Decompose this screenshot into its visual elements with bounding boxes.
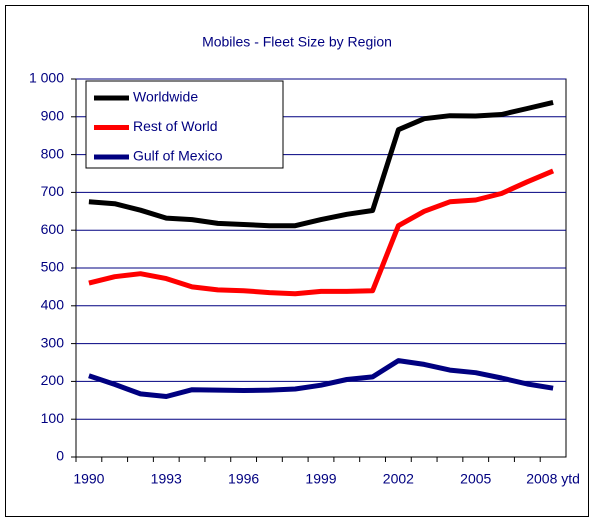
y-tick-label: 1 000: [29, 70, 64, 86]
y-tick-label: 600: [41, 221, 65, 237]
x-tick-label: 2002: [383, 471, 414, 487]
chart-title: Mobiles - Fleet Size by Region: [202, 34, 392, 50]
x-tick-label: 1996: [228, 471, 259, 487]
y-tick-label: 500: [41, 259, 65, 275]
y-tick-label: 900: [41, 108, 65, 124]
y-tick-label: 0: [56, 448, 64, 464]
x-tick-label: 2005: [460, 471, 491, 487]
series-line: [88, 99, 554, 229]
y-tick-label: 200: [41, 372, 65, 388]
y-tick-label: 300: [41, 334, 65, 350]
series-line: [88, 168, 555, 297]
x-tick-label: 2008 ytd: [526, 471, 580, 487]
y-tick-label: 800: [41, 145, 65, 161]
y-tick-label: 700: [41, 183, 65, 199]
x-tick-label: 1990: [73, 471, 104, 487]
y-tick-label: 400: [41, 297, 65, 313]
y-tick-label: 100: [41, 410, 65, 426]
legend-label: Rest of World: [133, 118, 218, 134]
x-tick-label: 1999: [305, 471, 336, 487]
legend-label: Gulf of Mexico: [133, 148, 223, 164]
series-line: [88, 358, 554, 399]
legend-label: Worldwide: [133, 89, 198, 105]
x-tick-label: 1993: [151, 471, 182, 487]
